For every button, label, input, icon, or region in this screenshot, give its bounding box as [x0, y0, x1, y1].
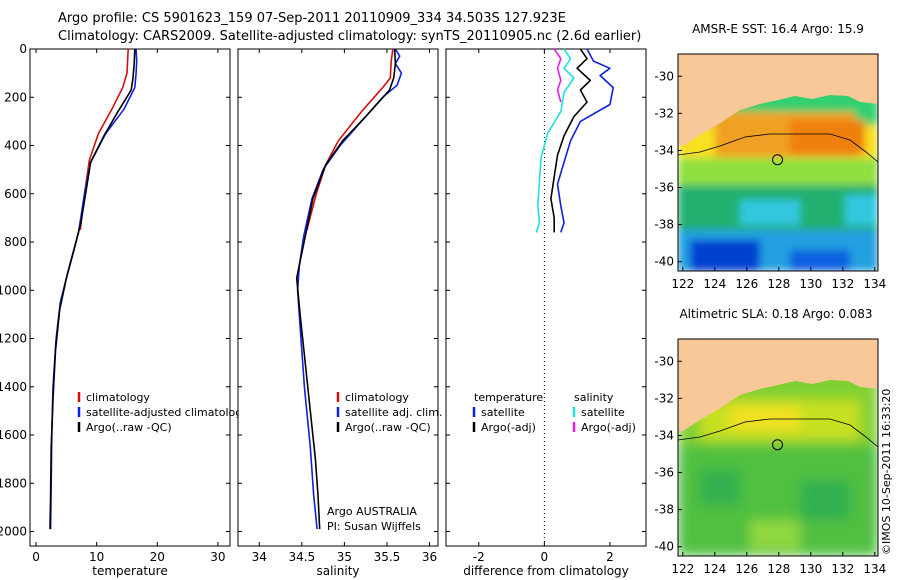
depth-tick-label: 1600: [0, 428, 27, 442]
depth-tick-label: 2000: [0, 525, 27, 539]
legend-entry: satellite-adjusted climatology: [86, 406, 249, 419]
float-annotation-line1: Argo AUSTRALIA: [327, 505, 417, 518]
depth-tick-label: 1800: [0, 476, 27, 490]
salinity-xtick-label: 34.5: [288, 550, 315, 564]
difference-axes-frame: [445, 48, 647, 547]
sla-map-lat-label: -32: [654, 391, 674, 405]
salinity-series-argo-raw-qc-: [295, 48, 397, 530]
sst-map-lon-label: 124: [703, 277, 726, 291]
profile-title: Argo profile: CS 5901623_159 07-Sep-2011…: [58, 11, 566, 26]
sla-land: [678, 339, 878, 431]
legend-entry: Argo(-adj): [481, 421, 536, 434]
legend-entry: salinity: [574, 391, 614, 404]
sla-map: Altimetric SLA: 0.18 Argo: 0.083 122 124 1…: [654, 307, 886, 576]
depth-tick-label: 0: [19, 42, 27, 56]
legend-entry: satellite adj. clim.: [345, 406, 442, 419]
legend-entry: climatology: [345, 391, 409, 404]
sla-map-lon-label: 134: [863, 562, 886, 576]
legend-entry: satellite: [481, 406, 525, 419]
salinity-legend: climatology satellite adj. clim. Argo(..ra…: [336, 391, 442, 434]
difference-xtick-label: -2: [473, 550, 485, 564]
legend-entry: Argo(..raw -QC): [345, 421, 431, 434]
temperature-axes-frame: [29, 48, 231, 547]
depth-tick-label: 800: [4, 235, 27, 249]
sla-map-lon-label: 124: [703, 562, 726, 576]
depth-tick-label: 600: [4, 187, 27, 201]
legend-entry: satellite: [581, 406, 625, 419]
depth-tick-label: 1200: [0, 332, 27, 346]
sst-map-lat-label: -40: [654, 255, 674, 269]
sst-map-lon-label: 132: [831, 277, 854, 291]
salinity-xtick-label: 35.5: [374, 550, 401, 564]
sla-contour: [678, 418, 878, 448]
sla-map-lon-label: 122: [671, 562, 694, 576]
sst-contour: [678, 133, 878, 163]
temperature-xlabel: temperature: [92, 564, 167, 578]
sst-map-lat-label: -36: [654, 181, 674, 195]
difference-xtick-label: 0: [541, 550, 549, 564]
sla-map-lat-label: -30: [654, 354, 674, 368]
sst-land: [678, 54, 878, 146]
difference-series-salinity-argo-adj-: [553, 48, 562, 103]
difference-legend: temperature satellite Argo(-adj) salinity sa…: [472, 391, 636, 434]
sla-map-lat-label: -38: [654, 503, 674, 517]
sst-map-lat-label: -38: [654, 218, 674, 232]
salinity-series-climatology: [306, 48, 394, 231]
sla-map-lon-label: 128: [767, 562, 790, 576]
sst-map-lat-label: -34: [654, 143, 674, 157]
temperature-xtick-label: 30: [210, 550, 225, 564]
difference-series-salinity-satellite: [535, 48, 575, 233]
sla-map-lon-label: 132: [831, 562, 854, 576]
legend-entry: Argo(-adj): [581, 421, 636, 434]
depth-tick-label: 1000: [0, 283, 27, 297]
salinity-axes-frame: [237, 48, 439, 547]
sst-map-lon-label: 126: [735, 277, 758, 291]
legend-entry: Argo(..raw -QC): [86, 421, 172, 434]
difference-panel: -2 0 2 temperature satellite Argo(-adj) salin…: [445, 48, 647, 578]
salinity-xtick-label: 35: [337, 550, 352, 564]
sst-map-lon-label: 130: [799, 277, 822, 291]
salinity-xlabel: salinity: [316, 564, 359, 578]
imos-credit: ©IMOS 10-Sep-2011 16:33:20: [880, 388, 893, 555]
temperature-xtick-label: 20: [150, 550, 165, 564]
depth-tick-label: 200: [4, 90, 27, 104]
difference-series-temperature-argo-adj-: [550, 48, 592, 233]
depth-tick-label: 400: [4, 139, 27, 153]
sst-map-lon-label: 122: [671, 277, 694, 291]
salinity-panel: 34 34.5 35 35.5 36 climatology satellite adj.…: [237, 48, 442, 578]
temperature-xtick-label: 10: [89, 550, 104, 564]
sst-map-lat-label: -30: [654, 69, 674, 83]
sla-map-lon-label: 130: [799, 562, 822, 576]
legend-entry: climatology: [86, 391, 150, 404]
climatology-title: Climatology: CARS2009. Satellite-adjuste…: [58, 29, 642, 44]
sst-map-argo-location-marker: [772, 154, 784, 166]
sla-map-argo-location-marker: [772, 439, 784, 451]
sst-map-lon-label: 134: [863, 277, 886, 291]
float-annotation-line2: PI: Susan Wijffels: [327, 520, 421, 533]
sst-map-lat-label: -32: [654, 106, 674, 120]
sla-map-lon-label: 126: [735, 562, 758, 576]
sla-map-title: Altimetric SLA: 0.18 Argo: 0.083: [679, 307, 872, 321]
temperature-panel: 0 200 400 600 800 1000 1200 1400 1600 1800 2000 0 10…: [0, 42, 249, 578]
sst-map: AMSR-E SST: 16.4 Argo: 15.9 122 124 126 128…: [654, 22, 886, 291]
depth-tick-label: 1400: [0, 380, 27, 394]
difference-xlabel: difference from climatology: [463, 564, 629, 578]
difference-series-temperature-satellite: [556, 48, 615, 233]
sst-map-title: AMSR-E SST: 16.4 Argo: 15.9: [692, 22, 864, 36]
sla-map-lat-label: -34: [654, 428, 674, 442]
salinity-xtick-label: 34: [252, 550, 267, 564]
sst-map-frame: [677, 53, 879, 272]
legend-entry: temperature: [474, 391, 543, 404]
temperature-series-argo-raw-qc-: [49, 48, 136, 530]
temperature-xtick-label: 0: [32, 550, 40, 564]
difference-xtick-label: 2: [606, 550, 614, 564]
sla-map-frame: [677, 338, 879, 557]
temperature-legend: climatology satellite-adjusted climatolog…: [77, 391, 249, 434]
salinity-xtick-label: 36: [422, 550, 437, 564]
sla-map-lat-label: -40: [654, 540, 674, 554]
sla-map-lat-label: -36: [654, 466, 674, 480]
sst-map-lon-label: 128: [767, 277, 790, 291]
